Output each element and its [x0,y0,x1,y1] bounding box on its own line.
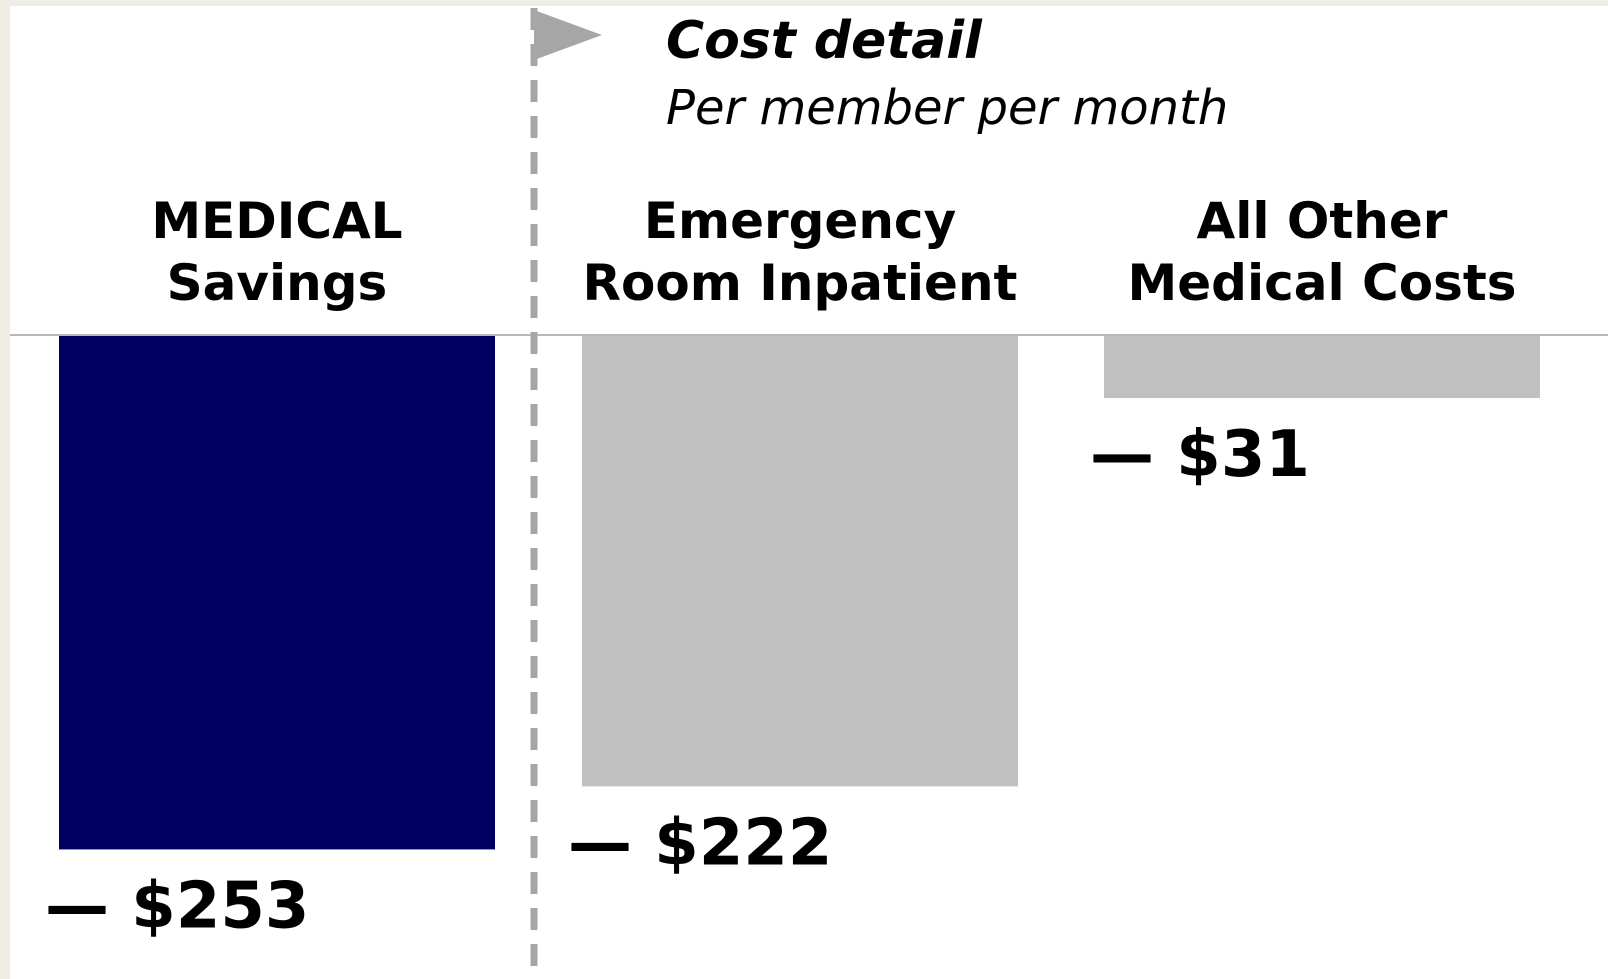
category-label: Medical Costs [1128,254,1517,312]
value-label: — $253 [45,869,309,943]
category-label: Room Inpatient [583,254,1018,312]
category-label: Savings [167,254,388,312]
bar [1104,336,1540,399]
category-label: MEDICAL [151,192,402,250]
bar [59,336,495,850]
chart-subtitle: Per member per month [666,80,1228,136]
category-label: Emergency [644,192,956,250]
value-label: — $222 [568,806,832,880]
chart-title: Cost detail [666,11,983,71]
flag [534,10,602,60]
category-label: All Other [1197,192,1448,250]
bar [582,336,1018,787]
value-label: — $31 [1090,418,1310,492]
